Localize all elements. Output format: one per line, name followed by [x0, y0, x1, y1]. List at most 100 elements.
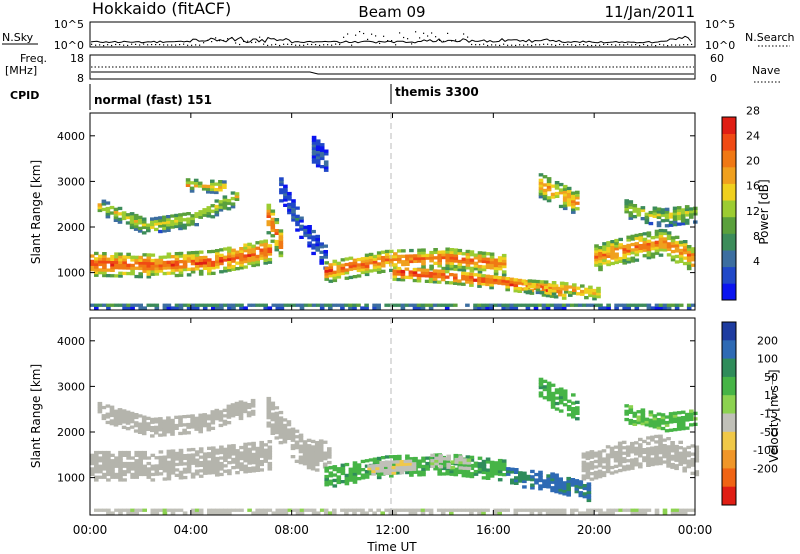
velocity-cell: [545, 511, 551, 515]
power-cell: [648, 221, 654, 226]
power-cell: [142, 266, 147, 271]
power-cell: [222, 183, 227, 187]
power-cell: [549, 294, 555, 298]
power-cell: [190, 216, 195, 221]
velocity-cell: [166, 468, 172, 473]
velocity-cell: [243, 445, 248, 449]
velocity-cell: [238, 400, 244, 404]
power-colorbar-frame: [721, 116, 737, 301]
velocity-cell: [689, 415, 694, 419]
velocity-cell: [310, 464, 316, 468]
velocity-cell: [654, 462, 659, 466]
power-cell: [158, 266, 164, 270]
velocity-cell: [134, 508, 139, 512]
date-title: 11/Jan/2011: [605, 3, 696, 21]
power-cell: [364, 256, 370, 260]
power-cell: [243, 306, 248, 310]
power-cell: [513, 278, 519, 282]
velocity-cell: [318, 442, 324, 446]
power-cell: [255, 263, 260, 267]
power-cell: [682, 242, 688, 247]
power-cell: [227, 268, 232, 272]
power-cell: [376, 270, 382, 274]
power-cell: [332, 303, 337, 307]
velocity-cell: [684, 412, 690, 417]
velocity-cell: [375, 464, 380, 468]
velocity-cell: [162, 419, 167, 423]
velocity-cell: [678, 511, 684, 515]
velocity-cell: [318, 439, 324, 443]
noise-search-dot: [271, 44, 273, 46]
velocity-cell: [534, 481, 539, 485]
power-cell: [186, 303, 192, 307]
velocity-cell: [211, 460, 216, 464]
velocity-cell: [407, 462, 413, 466]
power-cell: [445, 250, 450, 254]
power-cell: [198, 303, 204, 307]
power-cell: [218, 182, 223, 187]
velocity-cell: [638, 451, 643, 455]
power-cell: [606, 241, 611, 245]
power-cell: [332, 270, 338, 274]
velocity-cell: [174, 415, 179, 419]
velocity-cell: [601, 460, 607, 464]
velocity-cell: [267, 450, 273, 455]
power-cell: [523, 289, 529, 294]
velocity-cell: [624, 404, 629, 408]
noise-search-dot: [183, 43, 185, 45]
power-cell: [441, 255, 446, 260]
power-cell: [98, 271, 103, 275]
velocity-cell: [454, 460, 460, 464]
power-cell: [114, 252, 119, 256]
velocity-cell: [384, 508, 389, 512]
power-cell: [545, 303, 551, 307]
velocity-cell: [274, 406, 280, 410]
power-cell: [562, 184, 568, 189]
power-cell: [638, 244, 644, 248]
velocity-cell: [558, 392, 564, 397]
velocity-cell: [441, 464, 446, 468]
velocity-cell: [218, 418, 224, 422]
power-cell: [571, 210, 576, 214]
velocity-cell: [352, 511, 357, 515]
power-cell: [416, 303, 422, 307]
velocity-cell: [327, 450, 332, 454]
velocity-cell: [239, 451, 244, 455]
velocity-cell: [348, 467, 354, 471]
power-cell: [94, 303, 99, 307]
power-cell: [146, 269, 152, 273]
velocity-cell: [574, 487, 580, 491]
power-cell: [146, 264, 152, 268]
velocity-cell: [97, 401, 103, 406]
velocity-cell: [154, 456, 160, 460]
power-cell: [142, 269, 147, 273]
power-cell: [174, 262, 180, 267]
velocity-cell: [282, 429, 288, 433]
power-cell: [186, 251, 192, 255]
power-cell: [557, 290, 563, 294]
velocity-cell: [574, 481, 580, 486]
power-cell: [137, 218, 143, 222]
velocity-cell: [393, 457, 398, 461]
power-cell: [594, 252, 599, 256]
power-cell: [461, 282, 466, 286]
velocity-cell: [190, 419, 195, 424]
power-cell: [646, 247, 652, 252]
velocity-cell: [336, 475, 342, 479]
power-cell: [323, 303, 329, 307]
power-cell: [263, 253, 268, 257]
velocity-cell: [211, 457, 216, 461]
velocity-cell: [182, 511, 188, 515]
velocity-cell: [310, 459, 316, 463]
velocity-cell: [306, 449, 312, 453]
power-cell: [392, 272, 398, 276]
power-cell: [226, 198, 232, 203]
velocity-cell: [141, 426, 147, 430]
power-cell: [98, 303, 103, 307]
noise-search-dot: [539, 44, 541, 46]
power-cell: [174, 252, 180, 256]
power-cell: [523, 287, 529, 291]
velocity-cell: [158, 419, 163, 424]
power-cell: [469, 253, 475, 257]
velocity-cell: [668, 414, 674, 419]
